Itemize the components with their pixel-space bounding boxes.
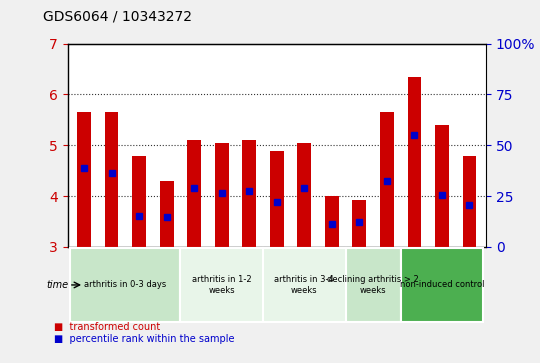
Text: GDS6064 / 10343272: GDS6064 / 10343272 <box>43 9 192 23</box>
Text: declining arthritis > 2
weeks: declining arthritis > 2 weeks <box>327 275 419 295</box>
Bar <box>353 200 366 247</box>
Text: non-induced control: non-induced control <box>400 281 484 289</box>
Bar <box>242 140 256 247</box>
Bar <box>408 77 421 247</box>
FancyBboxPatch shape <box>401 248 483 322</box>
FancyBboxPatch shape <box>180 248 263 322</box>
Bar <box>77 112 91 247</box>
FancyBboxPatch shape <box>346 248 401 322</box>
FancyBboxPatch shape <box>70 248 180 322</box>
Text: arthritis in 3-4
weeks: arthritis in 3-4 weeks <box>274 275 334 295</box>
Bar <box>270 151 284 247</box>
Bar <box>105 112 118 247</box>
Text: time: time <box>47 280 69 290</box>
Bar <box>187 140 201 247</box>
FancyBboxPatch shape <box>263 248 346 322</box>
Bar <box>298 143 311 247</box>
Text: arthritis in 1-2
weeks: arthritis in 1-2 weeks <box>192 275 252 295</box>
Bar <box>463 156 476 247</box>
Text: ■  percentile rank within the sample: ■ percentile rank within the sample <box>54 334 234 344</box>
Text: arthritis in 0-3 days: arthritis in 0-3 days <box>84 281 166 289</box>
Text: ■  transformed count: ■ transformed count <box>54 322 160 332</box>
Bar <box>215 143 228 247</box>
Bar <box>325 196 339 247</box>
Bar <box>160 181 173 247</box>
Bar <box>380 112 394 247</box>
Bar <box>435 125 449 247</box>
Bar <box>132 156 146 247</box>
